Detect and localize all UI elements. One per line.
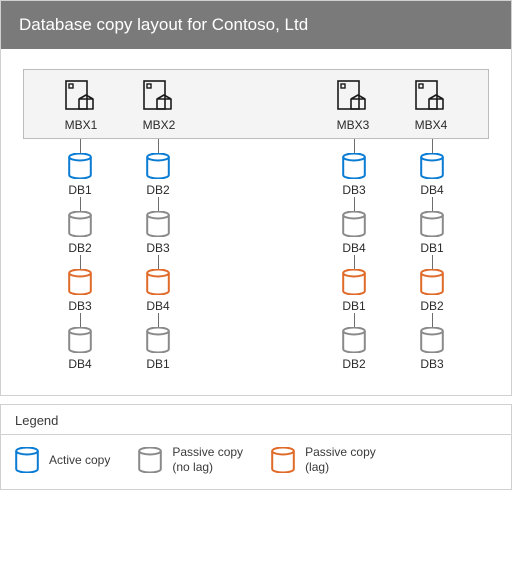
server-mbx3: MBX3 [314, 78, 392, 132]
database-icon [146, 211, 170, 237]
db-label: DB2 [342, 357, 365, 371]
server-mbx4: MBX4 [392, 78, 470, 132]
db-cell: DB1 [315, 255, 393, 313]
connector-line [354, 313, 355, 327]
legend-title: Legend [1, 405, 511, 435]
database-icon [146, 269, 170, 295]
db-label: DB4 [420, 183, 443, 197]
legend-item-lag: Passive copy(lag) [271, 445, 376, 475]
connector-line [158, 313, 159, 327]
connector-line [158, 197, 159, 211]
diagram-content: MBX1 MBX2 MBX3 MBX4 DB1 DB2 DB3 DB4 DB2 [1, 49, 511, 395]
connector-line [354, 255, 355, 269]
db-cell: DB1 [393, 197, 471, 255]
database-icon [420, 327, 444, 353]
db-label: DB3 [146, 241, 169, 255]
server-mbx2: MBX2 [120, 78, 198, 132]
server-mbx1: MBX1 [42, 78, 120, 132]
db-cell: DB4 [119, 255, 197, 313]
legend-items: Active copy Passive copy(no lag) Passive… [1, 435, 511, 489]
db-cell: DB4 [315, 197, 393, 255]
database-icon [420, 211, 444, 237]
db-cell: DB3 [315, 139, 393, 197]
database-icon [68, 269, 92, 295]
db-cell: DB4 [393, 139, 471, 197]
server-icon [413, 78, 449, 114]
server-icon [63, 78, 99, 114]
db-label: DB2 [146, 183, 169, 197]
connector-line [432, 197, 433, 211]
db-cell: DB3 [119, 197, 197, 255]
server-row: MBX1 MBX2 MBX3 MBX4 [23, 69, 489, 139]
db-label: DB3 [420, 357, 443, 371]
legend-panel: Legend Active copy Passive copy(no lag) … [0, 404, 512, 490]
db-row: DB3 DB4 DB1 DB2 [23, 255, 489, 313]
db-label: DB2 [420, 299, 443, 313]
db-cell: DB2 [315, 313, 393, 371]
database-icon [138, 447, 162, 473]
legend-item-active: Active copy [15, 447, 110, 473]
database-icon [342, 327, 366, 353]
database-icon [342, 153, 366, 179]
database-icon [146, 153, 170, 179]
db-row: DB2 DB3 DB4 DB1 [23, 197, 489, 255]
database-icon [342, 269, 366, 295]
db-cell: DB1 [119, 313, 197, 371]
server-icon [335, 78, 371, 114]
database-icon [68, 327, 92, 353]
legend-item-label: Active copy [49, 453, 110, 468]
server-label: MBX1 [65, 118, 98, 132]
connector-line [354, 139, 355, 153]
legend-item-label: Passive copy(no lag) [172, 445, 243, 475]
database-icon [15, 447, 39, 473]
database-icon [68, 211, 92, 237]
db-label: DB1 [420, 241, 443, 255]
db-label: DB1 [146, 357, 169, 371]
db-row: DB1 DB2 DB3 DB4 [23, 139, 489, 197]
connector-line [432, 255, 433, 269]
db-cell: DB2 [41, 197, 119, 255]
server-label: MBX2 [143, 118, 176, 132]
diagram-title: Database copy layout for Contoso, Ltd [1, 1, 511, 49]
connector-line [432, 313, 433, 327]
server-icon [141, 78, 177, 114]
db-cell: DB2 [393, 255, 471, 313]
connector-line [158, 255, 159, 269]
connector-line [354, 197, 355, 211]
db-label: DB1 [68, 183, 91, 197]
database-icon [342, 211, 366, 237]
db-label: DB3 [342, 183, 365, 197]
db-label: DB4 [146, 299, 169, 313]
db-row: DB4 DB1 DB2 DB3 [23, 313, 489, 371]
db-label: DB4 [342, 241, 365, 255]
legend-item-label: Passive copy(lag) [305, 445, 376, 475]
database-icon [68, 153, 92, 179]
connector-line [80, 255, 81, 269]
db-label: DB4 [68, 357, 91, 371]
db-cell: DB3 [41, 255, 119, 313]
db-cell: DB3 [393, 313, 471, 371]
db-label: DB2 [68, 241, 91, 255]
connector-line [80, 139, 81, 153]
database-icon [146, 327, 170, 353]
db-cell: DB2 [119, 139, 197, 197]
database-icon [420, 153, 444, 179]
db-cell: DB4 [41, 313, 119, 371]
connector-line [158, 139, 159, 153]
server-label: MBX3 [337, 118, 370, 132]
diagram-panel: Database copy layout for Contoso, Ltd MB… [0, 0, 512, 396]
db-cell: DB1 [41, 139, 119, 197]
db-grid: DB1 DB2 DB3 DB4 DB2 DB3 DB4 DB1 DB3 DB4 … [23, 139, 489, 371]
connector-line [80, 197, 81, 211]
database-icon [271, 447, 295, 473]
server-label: MBX4 [415, 118, 448, 132]
legend-item-passive: Passive copy(no lag) [138, 445, 243, 475]
db-label: DB1 [342, 299, 365, 313]
connector-line [432, 139, 433, 153]
database-icon [420, 269, 444, 295]
db-label: DB3 [68, 299, 91, 313]
connector-line [80, 313, 81, 327]
